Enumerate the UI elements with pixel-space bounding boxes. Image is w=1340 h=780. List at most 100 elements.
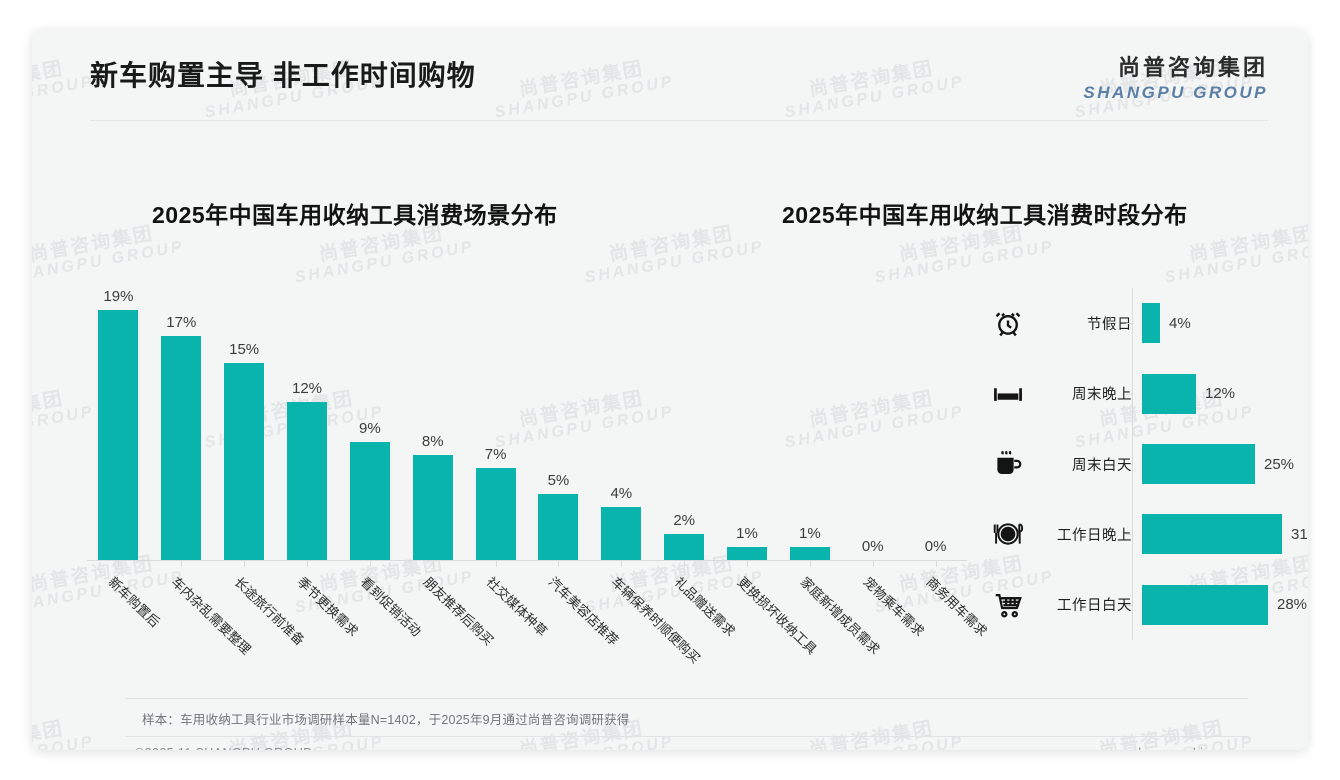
bar-row: 周末晚上 12% <box>980 358 1308 428</box>
column-label-cell: 长途旅行前准备 <box>213 568 308 678</box>
column-tick <box>841 561 904 568</box>
brand-logo: 尚普咨询集团 SHANGPU GROUP <box>1083 50 1268 103</box>
left-chart-title: 2025年中国车用收纳工具消费场景分布 <box>152 202 558 228</box>
logo-chinese-text: 尚普咨询集团 <box>1117 55 1268 80</box>
shopping-cart-icon <box>980 590 1036 620</box>
column-value-label: 8% <box>421 433 444 450</box>
column-value-label: 0% <box>861 538 884 555</box>
website-link[interactable]: www.shangpu-china.com <box>1101 746 1246 750</box>
bar-row: 工作日白天 28% <box>980 570 1308 640</box>
column-item: 17% <box>150 280 213 560</box>
bar-row: 工作日晚上 31% <box>980 499 1308 569</box>
coffee-mug-icon <box>980 449 1036 479</box>
footnote-divider <box>125 698 1248 699</box>
column-tick <box>778 561 841 568</box>
column-label-cell: 礼品赠送需求 <box>653 568 739 678</box>
column-label-cell: 朋友推荐后购买 <box>401 568 496 678</box>
bar-fill[interactable] <box>1142 584 1268 625</box>
bar-value-label: 4% <box>1169 314 1191 332</box>
column-value-label: 17% <box>166 314 197 331</box>
column-value-label: 1% <box>736 525 758 542</box>
bar-fill[interactable] <box>1142 444 1255 485</box>
column-item: 5% <box>527 280 590 560</box>
column-item: 4% <box>590 280 653 560</box>
column-tick <box>653 561 716 568</box>
column-tick <box>527 561 590 568</box>
column-value-label: 5% <box>547 472 570 489</box>
page-title: 新车购置主导 非工作时间购物 <box>90 60 476 91</box>
column-tick <box>87 561 150 568</box>
bar-fill[interactable] <box>1142 514 1282 555</box>
column-value-label: 15% <box>229 341 260 358</box>
bar-category-label: 节假日 <box>1087 316 1132 333</box>
column-value-label: 1% <box>799 525 821 542</box>
bar-value-label: 12% <box>1205 385 1236 403</box>
column-value-label: 12% <box>291 380 323 397</box>
column-series: 19% 17% 15% 12% 9% 8% 7% 5% 4% 2% 1% 1% 0% 0% <box>87 280 967 560</box>
column-label-cell: 汽车美容店推荐 <box>527 568 622 678</box>
bar-value-label: 25% <box>1264 455 1295 473</box>
column-tick <box>338 561 401 568</box>
column-label-cell: 新车购置后 <box>87 568 163 678</box>
column-bar[interactable] <box>664 534 705 560</box>
column-tick <box>716 561 779 568</box>
bar-category-label: 工作日白天 <box>1057 598 1132 615</box>
bed-icon <box>980 379 1036 409</box>
bar-value-label: 28% <box>1277 596 1308 614</box>
bar-category-label: 工作日晚上 <box>1057 527 1132 544</box>
column-tick <box>464 561 527 568</box>
scene-distribution-chart: 19% 17% 15% 12% 9% 8% 7% 5% 4% 2% 1% 1% 0% 0% 新车购置后 车内… <box>87 280 990 680</box>
column-bar[interactable] <box>287 402 327 560</box>
column-label-cell: 商务用车需求 <box>904 568 990 678</box>
bar-fill[interactable] <box>1142 373 1196 414</box>
column-label-cell: 社交媒体种草 <box>464 568 550 678</box>
time-distribution-chart: 节假日 4% 周末晚上 12% 周末白天 25% 工作日晚上 31% 工作日白天 28% <box>980 288 1308 648</box>
bar-value-label: 31% <box>1291 525 1308 543</box>
column-bar[interactable] <box>349 442 390 560</box>
column-label-cell: 更换损坏收纳工具 <box>716 568 820 678</box>
copyright-text: ©2025.11 SHANGPU GROUP <box>135 746 312 750</box>
column-category-labels: 新车购置后 车内杂乱需要整理 长途旅行前准备 季节更换需求 看到促销活动 朋友推荐后购买社… <box>87 568 990 678</box>
column-item: 1% <box>778 280 841 560</box>
column-bar[interactable] <box>601 507 642 560</box>
column-plot-area: 19% 17% 15% 12% 9% 8% 7% 5% 4% 2% 1% 1% 0% 0% <box>87 280 967 560</box>
column-value-label: 9% <box>359 420 381 437</box>
column-item: 1% <box>716 280 779 560</box>
logo-english-text: SHANGPU GROUP <box>1083 83 1268 102</box>
column-item: 19% <box>87 280 150 560</box>
column-tick <box>213 561 276 568</box>
footer-divider <box>125 736 1248 737</box>
column-bar[interactable] <box>98 310 139 560</box>
column-bar[interactable] <box>224 363 265 560</box>
column-label-cell: 宠物乘车需求 <box>841 568 927 678</box>
bar-track: 4% <box>1142 288 1308 358</box>
sample-footnote: 样本：车用收纳工具行业市场调研样本量N=1402，于2025年9月通过尚普咨询调… <box>142 713 630 727</box>
bar-track: 12% <box>1142 358 1308 428</box>
bar-track: 25% <box>1142 429 1308 499</box>
column-label-cell: 季节更换需求 <box>276 568 361 678</box>
column-bar[interactable] <box>789 547 830 560</box>
bar-row: 节假日 4% <box>980 288 1308 358</box>
column-tick <box>150 561 213 568</box>
column-bar[interactable] <box>727 547 768 560</box>
column-bar[interactable] <box>412 455 453 560</box>
column-tick <box>904 561 967 568</box>
column-chart-baseline <box>87 560 967 561</box>
column-bar[interactable] <box>475 468 516 560</box>
bar-track: 31% <box>1142 499 1308 569</box>
column-item: 9% <box>338 280 401 560</box>
alarm-clock-icon <box>980 308 1036 338</box>
bar-fill[interactable] <box>1142 303 1160 344</box>
column-bar[interactable] <box>538 494 579 560</box>
column-bar[interactable] <box>161 336 202 560</box>
column-axis-ticks <box>87 561 967 568</box>
bar-chart-axis <box>1132 288 1133 640</box>
column-item: 15% <box>213 280 276 560</box>
bar-tick <box>1126 534 1132 536</box>
column-item: 7% <box>464 280 527 560</box>
column-label-cell: 车辆保养时顺便购买 <box>590 568 704 678</box>
